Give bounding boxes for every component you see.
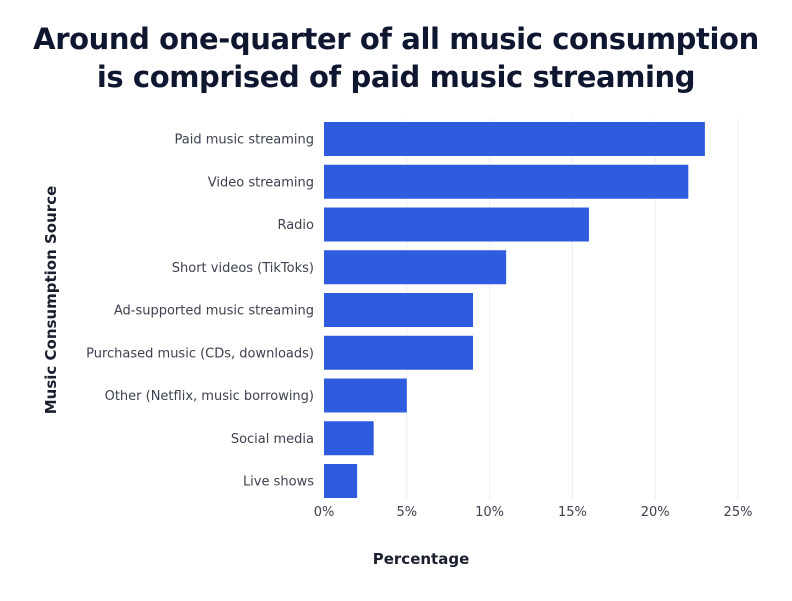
bars — [324, 122, 705, 498]
category-label: Purchased music (CDs, downloads) — [86, 346, 314, 361]
x-axis-title: Percentage — [373, 550, 470, 568]
x-tick-label: 5% — [396, 505, 417, 520]
bar — [324, 250, 507, 285]
bar — [324, 164, 689, 199]
category-label: Live shows — [243, 475, 314, 490]
category-label: Ad-supported music streaming — [114, 304, 314, 319]
category-label: Video streaming — [208, 175, 314, 190]
bar — [324, 335, 474, 370]
category-labels: Paid music streaming Video streaming Radio… — [86, 133, 314, 490]
bar — [324, 421, 374, 456]
category-label: Social media — [231, 432, 314, 447]
category-label: Paid music streaming — [175, 133, 314, 148]
x-tick-label: 0% — [314, 505, 335, 520]
bar — [324, 122, 705, 156]
x-tick-label: 10% — [475, 505, 504, 520]
bar — [324, 464, 358, 498]
bar — [324, 378, 407, 413]
bar — [324, 207, 589, 242]
x-tick-labels: 0% 5% 10% 15% 20% 25% — [314, 505, 753, 520]
category-label: Short videos (TikToks) — [172, 261, 314, 276]
x-tick-label: 15% — [558, 505, 587, 520]
bar — [324, 293, 474, 327]
chart-title: Around one-quarter of all music consumpt… — [0, 20, 792, 96]
chart-title-line-1: Around one-quarter of all music consumpt… — [33, 22, 759, 56]
x-tick-label: 20% — [641, 505, 670, 520]
category-label: Other (Netflix, music borrowing) — [105, 389, 314, 404]
x-tick-label: 25% — [724, 505, 753, 520]
category-label: Radio — [277, 218, 314, 233]
y-axis-title: Music Consumption Source — [42, 186, 60, 415]
chart-title-line-2: is comprised of paid music streaming — [96, 60, 696, 94]
